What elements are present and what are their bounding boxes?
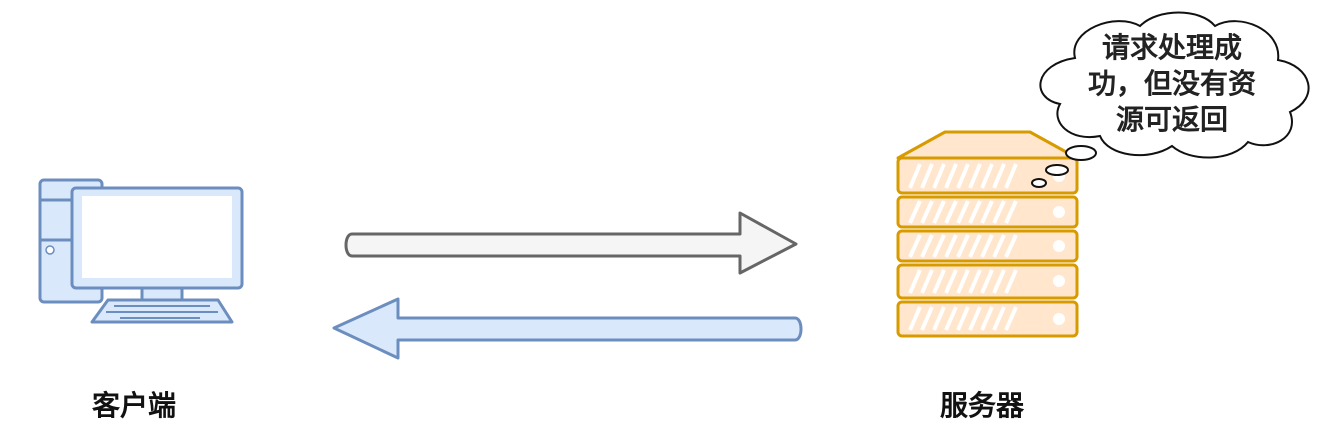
server-unit <box>896 300 1079 338</box>
server-unit <box>896 263 1079 300</box>
server-unit <box>896 156 1079 195</box>
server-unit <box>896 195 1079 229</box>
bubble-line: 请求处理成 <box>1101 31 1242 64</box>
server-label: 服务器 <box>940 389 1025 422</box>
server-icon <box>896 130 1079 338</box>
client-computer-icon <box>38 178 244 324</box>
thought-bubble <box>1031 11 1310 188</box>
thought-bubble-text: 请求处理成 功，但没有资 源可返回 <box>1068 30 1276 138</box>
server-unit <box>896 229 1079 263</box>
client-label: 客户端 <box>92 389 177 422</box>
response-arrow <box>332 297 803 360</box>
request-arrow <box>344 211 798 275</box>
bubble-line: 功，但没有资 <box>1087 67 1256 100</box>
bubble-line: 源可返回 <box>1115 103 1228 136</box>
